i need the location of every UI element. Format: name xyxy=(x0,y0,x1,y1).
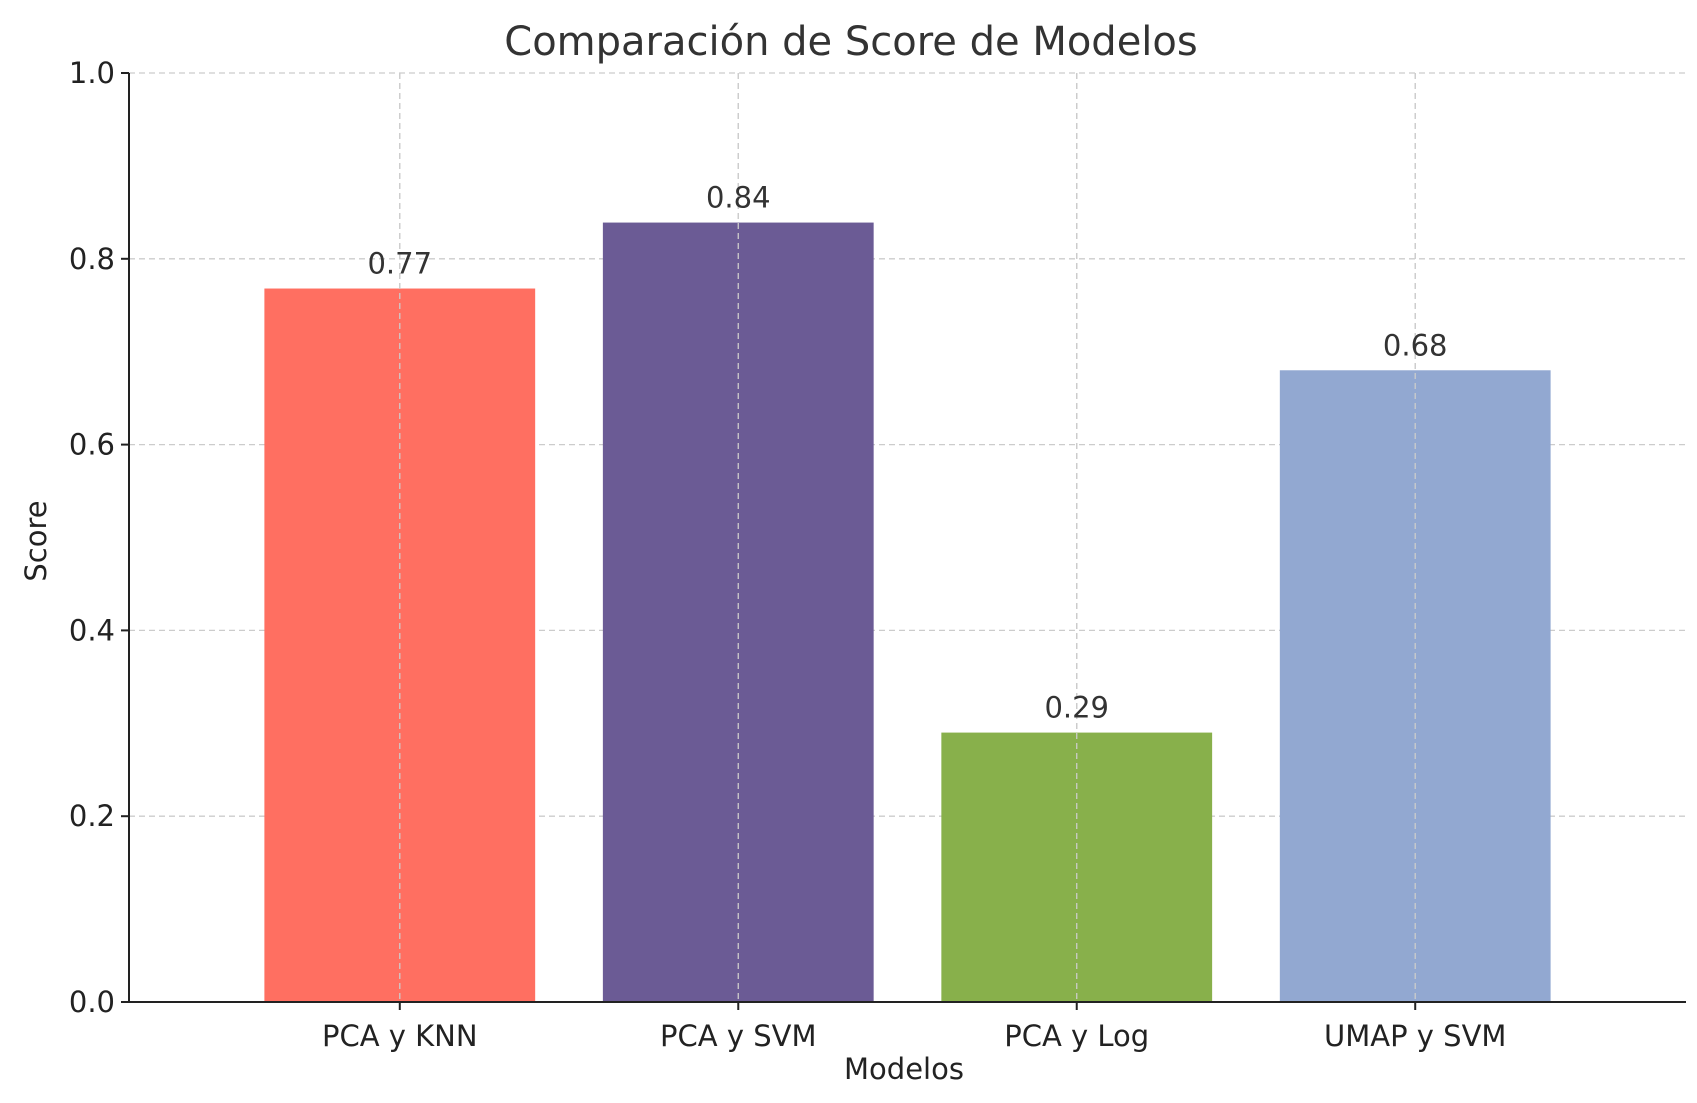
x-tick-label: PCA y KNN xyxy=(322,1019,478,1053)
y-tick-label: 1.0 xyxy=(69,56,115,90)
y-tick-label: 0.2 xyxy=(69,799,115,833)
bar xyxy=(602,222,874,1003)
bars-layer xyxy=(264,73,1551,1003)
y-tick-label: 0.0 xyxy=(69,985,115,1019)
x-axis-label: Modelos xyxy=(844,1052,964,1086)
y-axis-label: Score xyxy=(19,500,53,581)
y-tick-label: 0.8 xyxy=(69,242,115,276)
axes-layer xyxy=(121,72,1686,1010)
data-label: 0.84 xyxy=(706,181,771,215)
y-tick-label: 0.6 xyxy=(69,428,115,462)
x-tick-label: PCA y Log xyxy=(1004,1019,1149,1053)
chart-title: Comparación de Score de Modelos xyxy=(504,19,1197,65)
data-label: 0.77 xyxy=(367,247,432,281)
data-label: 0.29 xyxy=(1044,691,1109,725)
data-label: 0.68 xyxy=(1383,328,1448,362)
x-tick-label: UMAP y SVM xyxy=(1324,1019,1506,1053)
y-tick-label: 0.4 xyxy=(69,613,115,647)
x-tick-label: PCA y SVM xyxy=(660,1019,816,1053)
labels-layer: 0.77 0.84 0.29 0.68 0.0 0.2 0.4 0.6 0.8 1.0 PCA y … xyxy=(69,56,1507,1053)
